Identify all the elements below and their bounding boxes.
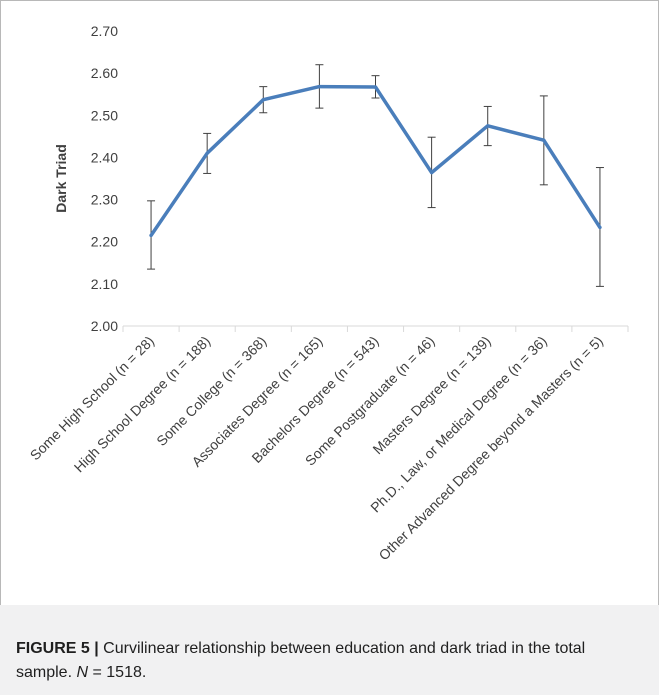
data-point xyxy=(598,225,602,229)
figure-label: FIGURE 5 | xyxy=(16,640,99,657)
line-chart: 2.00 2.10 2.20 2.30 2.40 2.50 2.60 2.70 Dark Tri… xyxy=(27,23,629,563)
y-tick-label: 2.40 xyxy=(91,149,118,165)
data-point xyxy=(149,233,153,237)
data-point xyxy=(261,98,265,102)
sample-size-value: = 1518. xyxy=(88,664,147,681)
data-point xyxy=(542,138,546,142)
y-tick-label: 2.60 xyxy=(91,65,118,81)
data-point xyxy=(205,151,209,155)
caption-text: Curvilinear relationship between educati… xyxy=(16,640,586,681)
figure-caption: FIGURE 5 | Curvilinear relationship betw… xyxy=(16,637,636,685)
sample-size-symbol: N xyxy=(76,664,89,681)
y-tick-label: 2.70 xyxy=(91,23,118,39)
caption-background xyxy=(0,605,659,695)
data-point xyxy=(374,85,377,89)
y-tick-label: 2.30 xyxy=(91,192,118,208)
y-tick-label: 2.20 xyxy=(91,234,118,250)
y-tick-label: 2.00 xyxy=(91,318,118,334)
y-tick-label: 2.50 xyxy=(91,107,118,123)
y-tick-label: 2.10 xyxy=(91,276,118,292)
data-point xyxy=(486,124,490,128)
data-point xyxy=(430,171,434,175)
series-line xyxy=(149,84,602,238)
data-point xyxy=(317,85,321,89)
x-category-label: Some College (n = 368) xyxy=(153,333,269,449)
y-axis-title: Dark Triad xyxy=(53,144,69,212)
